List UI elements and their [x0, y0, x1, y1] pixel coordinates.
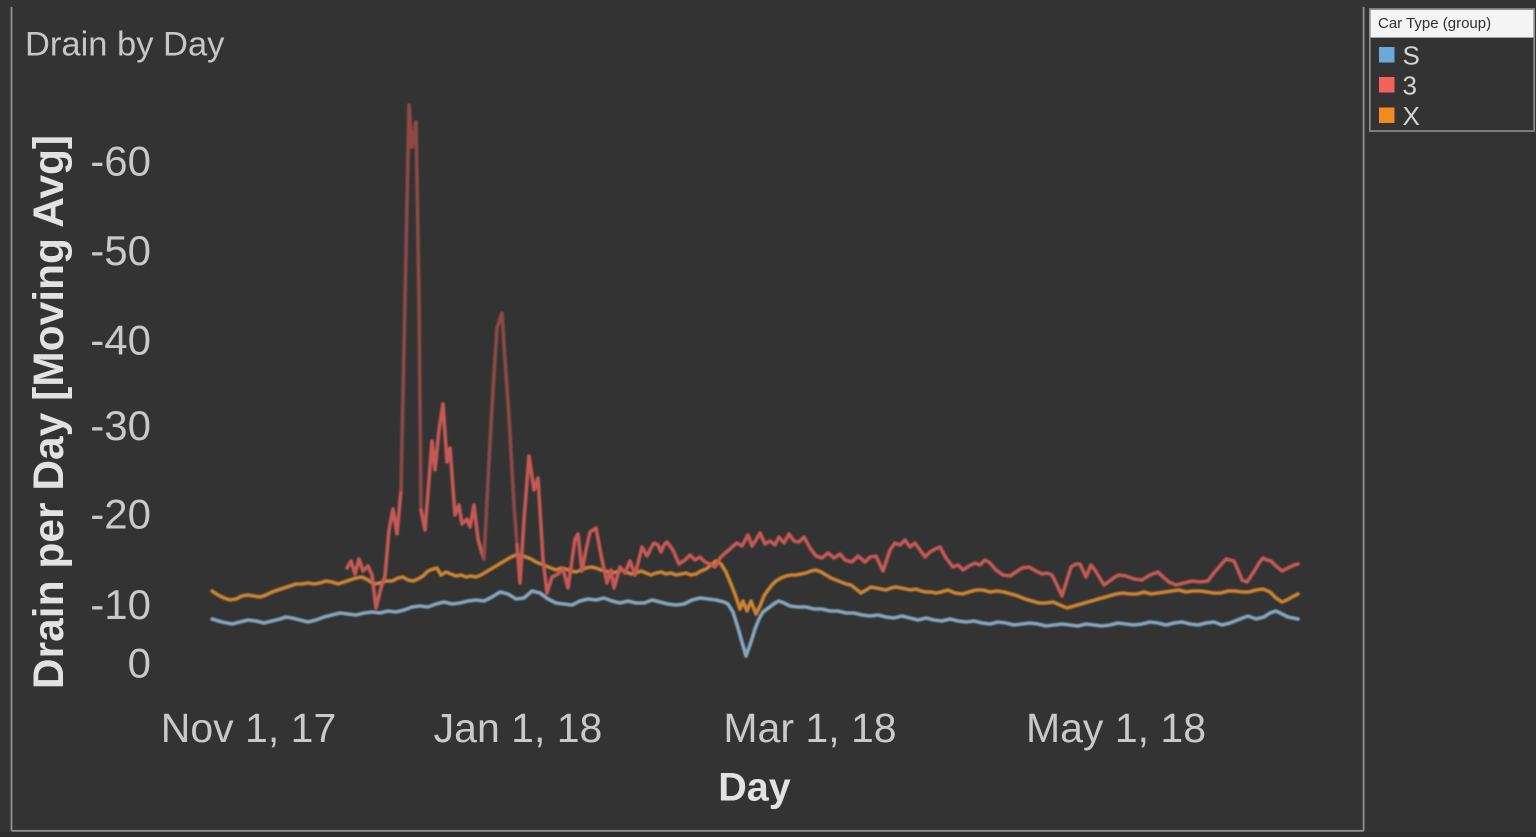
- svg-text:X: X: [1403, 101, 1420, 131]
- svg-text:-60: -60: [90, 138, 151, 185]
- svg-text:Drain per Day [Moving Avg]: Drain per Day [Moving Avg]: [26, 135, 73, 689]
- svg-text:-10: -10: [90, 581, 151, 628]
- svg-text:Day: Day: [718, 766, 790, 810]
- svg-text:Nov 1, 17: Nov 1, 17: [161, 705, 337, 751]
- svg-text:S: S: [1403, 41, 1420, 71]
- svg-text:3: 3: [1403, 71, 1417, 101]
- svg-text:-30: -30: [90, 402, 151, 449]
- svg-text:-20: -20: [90, 490, 151, 537]
- svg-text:Jan 1, 18: Jan 1, 18: [434, 705, 603, 751]
- svg-text:Mar 1, 18: Mar 1, 18: [723, 705, 896, 751]
- svg-text:-50: -50: [90, 227, 151, 274]
- svg-text:0: 0: [128, 640, 151, 687]
- svg-text:Drain by Day: Drain by Day: [25, 26, 225, 64]
- svg-text:Car Type (group): Car Type (group): [1378, 15, 1491, 32]
- svg-text:May 1, 18: May 1, 18: [1026, 705, 1206, 751]
- svg-text:-40: -40: [90, 317, 151, 364]
